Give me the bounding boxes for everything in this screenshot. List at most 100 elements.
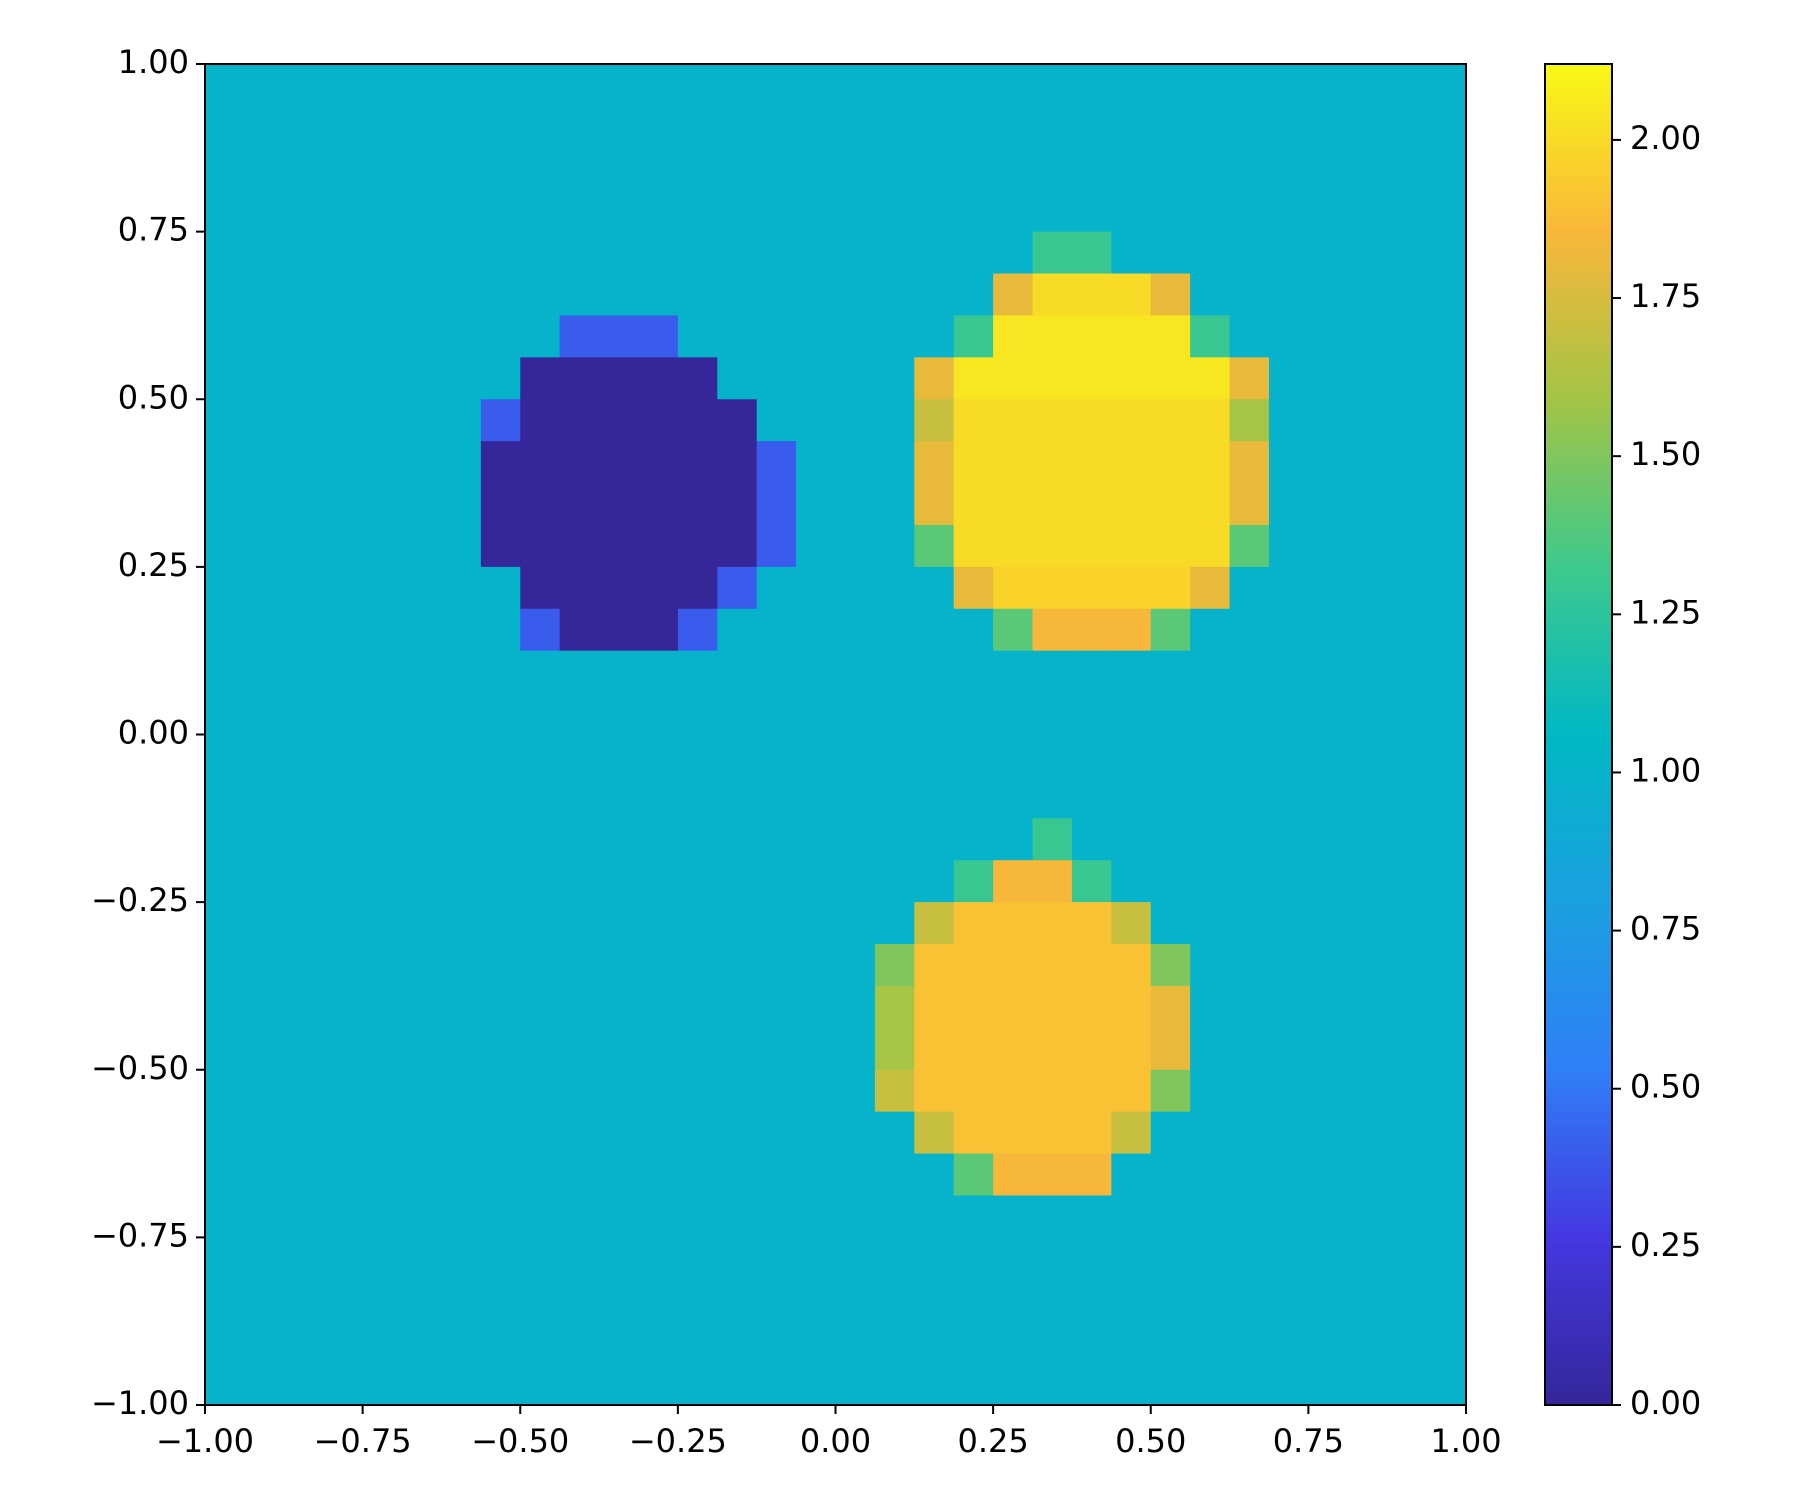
heatmap-cell: [1111, 357, 1152, 400]
heatmap-cell: [244, 1195, 285, 1238]
heatmap-cell: [441, 734, 482, 778]
heatmap-cell: [638, 524, 679, 568]
heatmap-cell: [1150, 734, 1191, 778]
heatmap-cell: [638, 1111, 679, 1155]
heatmap-cell: [796, 399, 837, 442]
heatmap-cell: [993, 1237, 1034, 1280]
heatmap-cell: [756, 64, 797, 107]
y-tick-label: 0.25: [118, 546, 189, 584]
heatmap-cell: [1387, 776, 1428, 819]
heatmap-cell: [835, 944, 876, 987]
heatmap-cell: [1150, 692, 1191, 736]
heatmap-cell: [993, 399, 1034, 442]
heatmap-cell: [1229, 231, 1270, 275]
heatmap-cell: [323, 1111, 364, 1155]
heatmap-cell: [796, 608, 837, 652]
heatmap-cell: [362, 273, 403, 317]
heatmap-cell: [1268, 985, 1309, 1029]
heatmap-cell: [717, 315, 758, 358]
heatmap-cell: [1268, 441, 1309, 484]
heatmap-cell: [1229, 776, 1270, 819]
heatmap-cell: [441, 64, 482, 107]
heatmap-cell: [283, 105, 324, 149]
heatmap-cell: [205, 692, 246, 736]
heatmap-cell: [1347, 608, 1388, 652]
heatmap-cell: [1308, 64, 1349, 107]
heatmap-cell: [599, 1027, 640, 1071]
colorbar-tick-label: 0.50: [1630, 1068, 1701, 1106]
heatmap-cell: [599, 524, 640, 568]
heatmap-cell: [1032, 315, 1073, 358]
heatmap-cell: [1308, 189, 1349, 233]
heatmap-cell: [1032, 734, 1073, 778]
heatmap-cell: [638, 650, 679, 694]
heatmap-cell: [599, 315, 640, 358]
heatmap-cell: [914, 483, 955, 526]
heatmap-cell: [1111, 608, 1152, 652]
heatmap-cell: [953, 147, 994, 191]
heatmap-cell: [874, 105, 915, 149]
heatmap-cell: [638, 776, 679, 819]
heatmap-cell: [796, 650, 837, 694]
heatmap-cell: [756, 483, 797, 526]
heatmap-cell: [1229, 1321, 1270, 1364]
heatmap-cell: [756, 189, 797, 233]
heatmap-cell: [756, 650, 797, 694]
heatmap-cell: [441, 650, 482, 694]
heatmap-cell: [599, 1237, 640, 1280]
heatmap-cell: [402, 944, 443, 987]
heatmap-cell: [205, 902, 246, 945]
heatmap-cell: [1308, 273, 1349, 317]
heatmap-cell: [835, 860, 876, 903]
heatmap-cell: [480, 566, 521, 610]
heatmap-cell: [914, 399, 955, 442]
heatmap-cell: [205, 650, 246, 694]
heatmap-cell: [362, 692, 403, 736]
heatmap-cell: [835, 776, 876, 819]
heatmap-cell: [323, 776, 364, 819]
heatmap-cell: [402, 1195, 443, 1238]
heatmap-cell: [1032, 1027, 1073, 1071]
heatmap-cell: [1111, 944, 1152, 987]
heatmap-cell: [796, 985, 837, 1029]
heatmap-cell: [599, 273, 640, 317]
heatmap-cell: [283, 524, 324, 568]
heatmap-cell: [677, 1279, 718, 1322]
heatmap-cell: [874, 776, 915, 819]
heatmap-cell: [441, 1027, 482, 1071]
heatmap-cell: [1150, 524, 1191, 568]
heatmap-cell: [480, 944, 521, 987]
heatmap-cell: [993, 315, 1034, 358]
heatmap-cell: [953, 1153, 994, 1197]
heatmap-cell: [677, 1069, 718, 1113]
heatmap-cell: [953, 1237, 994, 1280]
heatmap-cell: [756, 1153, 797, 1197]
heatmap-cell: [953, 692, 994, 736]
heatmap-cell: [205, 944, 246, 987]
heatmap-cell: [1111, 231, 1152, 275]
heatmap-cell: [677, 776, 718, 819]
heatmap-cell: [244, 860, 285, 903]
heatmap-cell: [1229, 1195, 1270, 1238]
heatmap-cell: [362, 1195, 403, 1238]
heatmap-cell: [402, 1027, 443, 1071]
heatmap-cell: [1268, 273, 1309, 317]
heatmap-cell: [914, 231, 955, 275]
y-tick-label: −1.00: [91, 1384, 189, 1422]
heatmap-cell: [1190, 1069, 1231, 1113]
heatmap-cell: [1308, 1321, 1349, 1364]
heatmap-cell: [993, 650, 1034, 694]
heatmap-cell: [559, 1237, 600, 1280]
heatmap-cell: [441, 273, 482, 317]
heatmap-cell: [1111, 902, 1152, 945]
heatmap-cell: [1190, 524, 1231, 568]
heatmap-cell: [402, 273, 443, 317]
heatmap-cell: [362, 1237, 403, 1280]
heatmap-cell: [1308, 985, 1349, 1029]
heatmap-cell: [480, 1279, 521, 1322]
heatmap-cell: [283, 1153, 324, 1197]
heatmap-cell: [953, 524, 994, 568]
heatmap-cell: [1111, 692, 1152, 736]
heatmap-cell: [205, 1237, 246, 1280]
heatmap-cell: [599, 105, 640, 149]
